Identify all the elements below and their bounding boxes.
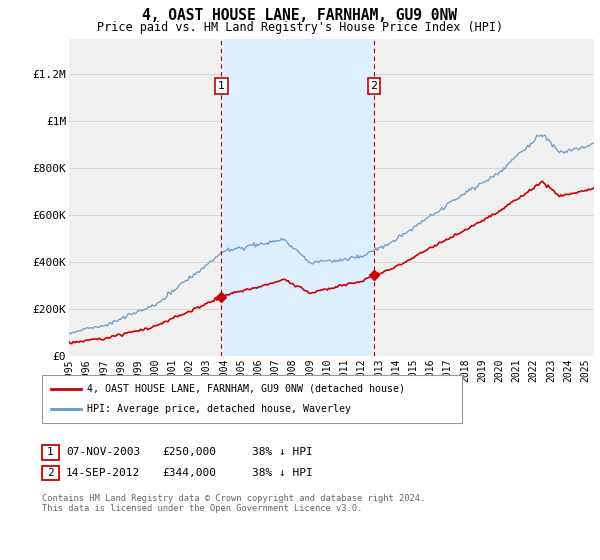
Text: Price paid vs. HM Land Registry's House Price Index (HPI): Price paid vs. HM Land Registry's House … bbox=[97, 21, 503, 34]
Text: 2: 2 bbox=[47, 468, 54, 478]
Text: 1: 1 bbox=[47, 447, 54, 458]
Text: 38% ↓ HPI: 38% ↓ HPI bbox=[252, 468, 313, 478]
Text: 2: 2 bbox=[370, 81, 377, 91]
Text: £250,000: £250,000 bbox=[162, 447, 216, 458]
Bar bbox=[221, 39, 374, 356]
Text: £344,000: £344,000 bbox=[162, 468, 216, 478]
Text: 4, OAST HOUSE LANE, FARNHAM, GU9 0NW: 4, OAST HOUSE LANE, FARNHAM, GU9 0NW bbox=[143, 8, 458, 24]
Text: 4, OAST HOUSE LANE, FARNHAM, GU9 0NW (detached house): 4, OAST HOUSE LANE, FARNHAM, GU9 0NW (de… bbox=[87, 384, 405, 394]
Text: 07-NOV-2003: 07-NOV-2003 bbox=[66, 447, 140, 458]
Text: 14-SEP-2012: 14-SEP-2012 bbox=[66, 468, 140, 478]
Text: HPI: Average price, detached house, Waverley: HPI: Average price, detached house, Wave… bbox=[87, 404, 351, 414]
Text: Contains HM Land Registry data © Crown copyright and database right 2024.
This d: Contains HM Land Registry data © Crown c… bbox=[42, 494, 425, 514]
Text: 1: 1 bbox=[218, 81, 225, 91]
Text: 38% ↓ HPI: 38% ↓ HPI bbox=[252, 447, 313, 458]
